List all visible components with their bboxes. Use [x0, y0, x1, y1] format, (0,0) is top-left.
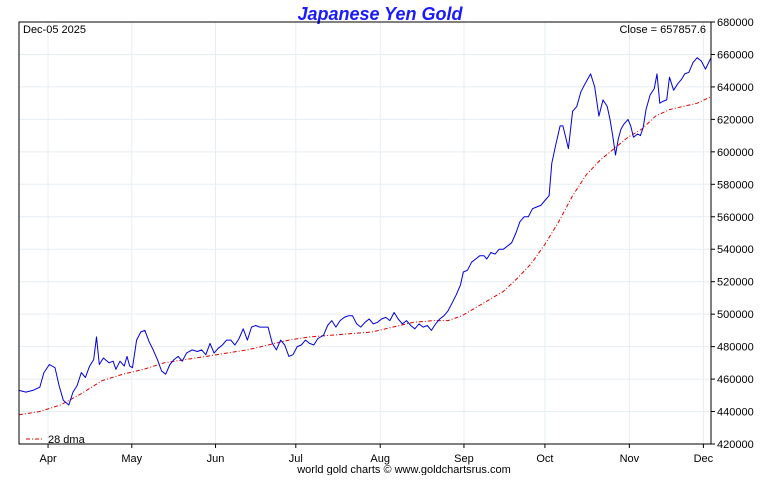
y-tick-label: 660000: [717, 49, 754, 61]
footer-credit: world gold charts © www.goldchartsrus.co…: [296, 464, 511, 475]
y-tick-label: 540000: [717, 244, 754, 256]
x-tick-label: Apr: [40, 453, 57, 465]
legend-label-28dma: 28 dma: [48, 434, 86, 446]
y-tick-label: 580000: [717, 179, 754, 191]
y-tick-label: 420000: [717, 439, 754, 451]
x-tick-label: Nov: [620, 453, 640, 465]
series-line-price: [18, 57, 712, 406]
x-tick-label: Jun: [207, 453, 225, 465]
legend: 28 dma: [26, 434, 86, 446]
x-tick-label: May: [121, 453, 142, 465]
grid-lines: [19, 21, 711, 445]
y-tick-label: 480000: [717, 342, 754, 354]
y-tick-label: 520000: [717, 277, 754, 289]
series-layer: [18, 57, 712, 416]
y-tick-label: 500000: [717, 309, 754, 321]
plot-frame: [18, 21, 712, 445]
y-tick-label: 680000: [717, 17, 754, 29]
chart-title: Japanese Yen Gold: [297, 4, 463, 24]
axes: 420000 440000 460000 480000 500000 520000 5400…: [18, 17, 754, 465]
x-tick-label: Oct: [536, 453, 553, 465]
date-label: Dec-05 2025: [23, 24, 86, 36]
x-tick-label: Jul: [289, 453, 303, 465]
x-tick-label: Dec: [694, 453, 714, 465]
y-tick-label: 620000: [717, 114, 754, 126]
y-tick-label: 640000: [717, 82, 754, 94]
x-tick-label: Aug: [370, 453, 390, 465]
x-tick-label: Sep: [454, 453, 474, 465]
y-tick-label: 560000: [717, 212, 754, 224]
series-line-28dma: [18, 96, 712, 416]
y-tick-label: 460000: [717, 374, 754, 386]
y-tick-label: 600000: [717, 147, 754, 159]
close-value-label: Close = 657857.6: [619, 24, 706, 36]
y-tick-label: 440000: [717, 407, 754, 419]
